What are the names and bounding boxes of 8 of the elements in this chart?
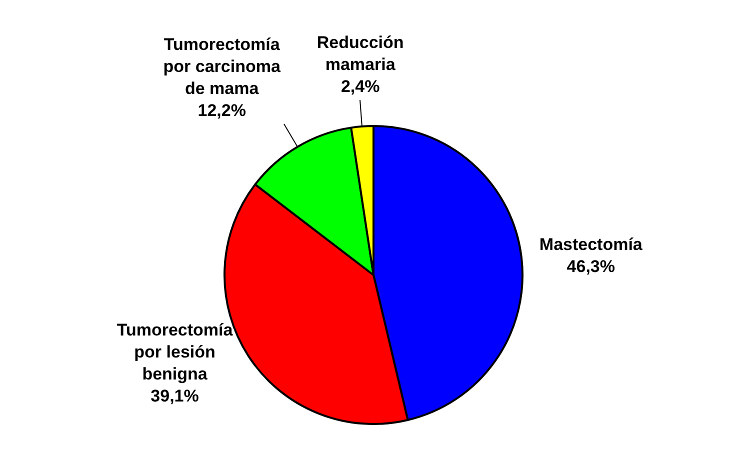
data-label: 46,3% <box>566 256 615 276</box>
data-label: 2,4% <box>340 77 380 96</box>
slice-label: Tumorectomía por lesión benigna <box>116 320 234 384</box>
slice-label: Tumorectomía por carcinoma de mama <box>163 35 281 98</box>
data-label: 12,2% <box>198 101 246 120</box>
slice-label: Mastectomía <box>539 234 643 254</box>
data-label: 39,1% <box>150 386 199 406</box>
slice-label: Reducción mamaria <box>316 33 404 74</box>
